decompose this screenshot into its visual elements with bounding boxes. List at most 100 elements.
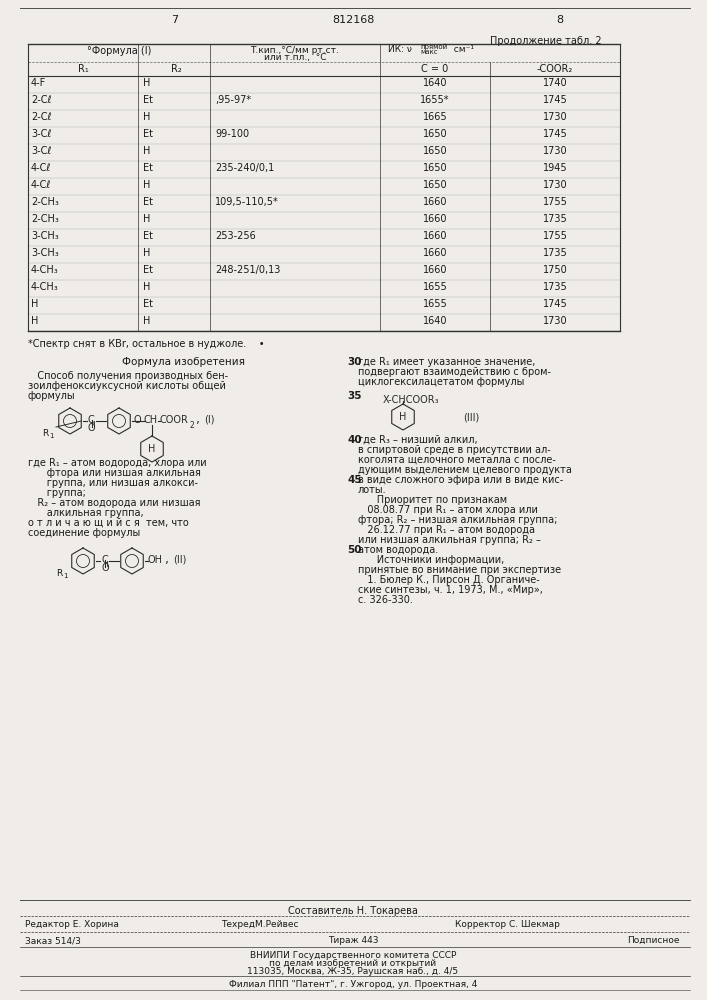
- Text: Т.кип.,°С/мм рт.ст.: Т.кип.,°С/мм рт.ст.: [250, 46, 339, 55]
- Text: ,: ,: [165, 552, 169, 566]
- Text: 248-251/0,13: 248-251/0,13: [215, 265, 281, 275]
- Text: 26.12.77 при R₁ – атом водорода: 26.12.77 при R₁ – атом водорода: [358, 525, 535, 535]
- Text: 4-Cℓ: 4-Cℓ: [31, 163, 52, 173]
- Text: 1750: 1750: [543, 265, 568, 275]
- Text: ,95-97*: ,95-97*: [215, 95, 251, 105]
- Text: Способ получения производных бен-: Способ получения производных бен-: [28, 371, 228, 381]
- Text: H: H: [143, 112, 151, 122]
- Text: H: H: [143, 248, 151, 258]
- Text: H: H: [31, 316, 38, 326]
- Text: R₂: R₂: [170, 64, 182, 74]
- Text: дующим выделением целевого продукта: дующим выделением целевого продукта: [358, 465, 572, 475]
- Text: 812168: 812168: [332, 15, 374, 25]
- Text: (I): (I): [204, 415, 214, 425]
- Text: 1660: 1660: [423, 214, 448, 224]
- Text: 4-CH₃: 4-CH₃: [31, 265, 59, 275]
- Text: H: H: [143, 214, 151, 224]
- Text: формулы: формулы: [28, 391, 76, 401]
- Text: 1640: 1640: [423, 78, 448, 88]
- Text: 235-240/0,1: 235-240/0,1: [215, 163, 274, 173]
- Text: или низшая алкильная группа; R₂ –: или низшая алкильная группа; R₂ –: [358, 535, 541, 545]
- Text: R: R: [42, 429, 48, 438]
- Text: Источники информации,: Источники информации,: [358, 555, 504, 565]
- Text: 30: 30: [347, 357, 361, 367]
- Text: H: H: [143, 282, 151, 292]
- Text: Et: Et: [143, 95, 153, 105]
- Text: Подписное: Подписное: [628, 936, 680, 945]
- Text: 8: 8: [556, 15, 563, 25]
- Text: 1650: 1650: [423, 146, 448, 156]
- Text: 113035, Москва, Ж-35, Раушская наб., д. 4/5: 113035, Москва, Ж-35, Раушская наб., д. …: [247, 967, 459, 976]
- Text: Et: Et: [143, 129, 153, 139]
- Text: коголята щелочного металла с после-: коголята щелочного металла с после-: [358, 455, 556, 465]
- Text: Et: Et: [143, 299, 153, 309]
- Text: H: H: [31, 299, 38, 309]
- Text: зоилфеноксиуксусной кислоты общей: зоилфеноксиуксусной кислоты общей: [28, 381, 226, 391]
- Text: 50: 50: [347, 545, 361, 555]
- Text: прямой: прямой: [420, 44, 447, 50]
- Text: 1745: 1745: [543, 129, 568, 139]
- Text: °Формула (I): °Формула (I): [87, 46, 151, 56]
- Text: лоты.: лоты.: [358, 485, 387, 495]
- Text: 1655*: 1655*: [420, 95, 450, 105]
- Text: 1745: 1745: [543, 299, 568, 309]
- Text: 1: 1: [63, 573, 67, 579]
- Text: фтора; R₂ – низшая алкильная группа;: фтора; R₂ – низшая алкильная группа;: [358, 515, 557, 525]
- Text: 1. Бюлер К., Пирсон Д. Органиче-: 1. Бюлер К., Пирсон Д. Органиче-: [358, 575, 539, 585]
- Text: 3-Cℓ: 3-Cℓ: [31, 129, 52, 139]
- Text: Et: Et: [143, 163, 153, 173]
- Text: 1730: 1730: [543, 316, 567, 326]
- Text: 40: 40: [347, 435, 361, 445]
- Text: с. 326-330.: с. 326-330.: [358, 595, 413, 605]
- Text: CH: CH: [144, 415, 158, 425]
- Text: 1660: 1660: [423, 231, 448, 241]
- Text: Составитель Н. Токарева: Составитель Н. Токарева: [288, 906, 418, 916]
- Text: Формула изобретения: Формула изобретения: [122, 357, 245, 367]
- Text: 08.08.77 при R₁ – атом хлора или: 08.08.77 при R₁ – атом хлора или: [358, 505, 538, 515]
- Text: Филиал ППП "Патент", г. Ужгород, ул. Проектная, 4: Филиал ППП "Патент", г. Ужгород, ул. Про…: [229, 980, 477, 989]
- Text: Et: Et: [143, 231, 153, 241]
- Text: R: R: [56, 569, 62, 578]
- Text: 1655: 1655: [423, 299, 448, 309]
- Text: C: C: [88, 415, 95, 425]
- Text: группа, или низшая алкокси-: группа, или низшая алкокси-: [28, 478, 198, 488]
- Text: где R₁ имеет указанное значение,: где R₁ имеет указанное значение,: [358, 357, 535, 367]
- Text: 2-CH₃: 2-CH₃: [31, 214, 59, 224]
- Text: (III): (III): [463, 412, 479, 422]
- Text: макс: макс: [420, 49, 438, 55]
- Text: -COOR₂: -COOR₂: [537, 64, 573, 74]
- Text: где R₃ – низший алкил,: где R₃ – низший алкил,: [358, 435, 478, 445]
- Text: ские синтезы, ч. 1, 1973, М., «Мир»,: ские синтезы, ч. 1, 1973, М., «Мир»,: [358, 585, 543, 595]
- Text: 1755: 1755: [542, 231, 568, 241]
- Text: 1740: 1740: [543, 78, 567, 88]
- Text: Редактор Е. Хорина: Редактор Е. Хорина: [25, 920, 119, 929]
- Text: по делам изобретений и открытий: по делам изобретений и открытий: [269, 959, 436, 968]
- Text: группа;: группа;: [28, 488, 86, 498]
- Text: 1755: 1755: [542, 197, 568, 207]
- Text: O: O: [88, 423, 95, 433]
- Text: 109,5-110,5*: 109,5-110,5*: [215, 197, 279, 207]
- Text: X-CHCOOR₃: X-CHCOOR₃: [383, 395, 440, 405]
- Text: H: H: [148, 444, 156, 454]
- Text: 1660: 1660: [423, 265, 448, 275]
- Text: принятые во внимание при экспертизе: принятые во внимание при экспертизе: [358, 565, 561, 575]
- Text: Продолжение табл. 2: Продолжение табл. 2: [490, 36, 602, 46]
- Text: (II): (II): [173, 555, 187, 565]
- Text: в виде сложного эфира или в виде кис-: в виде сложного эфира или в виде кис-: [358, 475, 563, 485]
- Text: 45: 45: [347, 475, 361, 485]
- Text: H: H: [143, 146, 151, 156]
- Text: 3-Cℓ: 3-Cℓ: [31, 146, 52, 156]
- Text: подвергают взаимодействию с бром-: подвергают взаимодействию с бром-: [358, 367, 551, 377]
- Text: R₂ – атом водорода или низшая: R₂ – атом водорода или низшая: [28, 498, 201, 508]
- Text: 2-Cℓ: 2-Cℓ: [31, 112, 52, 122]
- Text: ТехредМ.Рейвес: ТехредМ.Рейвес: [221, 920, 299, 929]
- Text: циклогексилацетатом формулы: циклогексилацетатом формулы: [358, 377, 525, 387]
- Text: C: C: [101, 555, 107, 565]
- Text: H: H: [143, 78, 151, 88]
- Text: 99-100: 99-100: [215, 129, 249, 139]
- Text: OH: OH: [148, 555, 163, 565]
- Text: 1730: 1730: [543, 146, 567, 156]
- Text: 1650: 1650: [423, 129, 448, 139]
- Text: фтора или низшая алкильная: фтора или низшая алкильная: [28, 468, 201, 478]
- Text: или т.пл.,  °С: или т.пл., °С: [264, 53, 326, 62]
